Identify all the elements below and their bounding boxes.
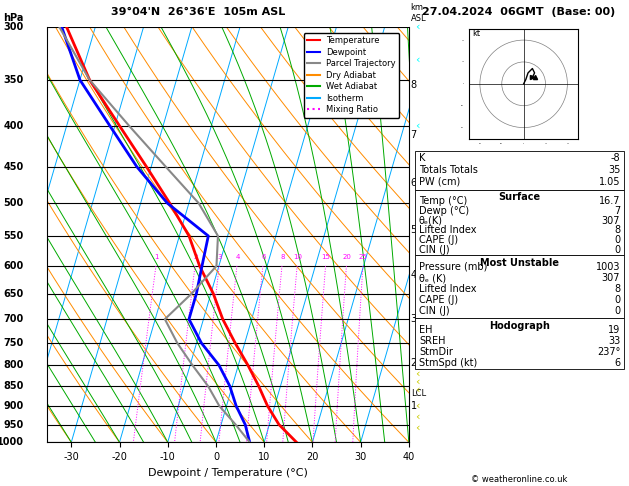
Text: 900: 900: [3, 401, 24, 411]
Text: ‹: ‹: [415, 385, 420, 395]
Text: 6: 6: [411, 178, 417, 188]
Text: SREH: SREH: [419, 336, 445, 346]
Text: ‹: ‹: [415, 377, 420, 387]
X-axis label: Dewpoint / Temperature (°C): Dewpoint / Temperature (°C): [148, 468, 308, 478]
Text: 400: 400: [3, 121, 24, 131]
Text: ‹: ‹: [415, 412, 420, 422]
Text: 750: 750: [3, 338, 24, 348]
Text: ‹: ‹: [415, 314, 420, 324]
Text: 0: 0: [614, 244, 620, 255]
Text: 20: 20: [342, 254, 351, 260]
Text: 39°04'N  26°36'E  105m ASL: 39°04'N 26°36'E 105m ASL: [111, 7, 286, 17]
Text: 25: 25: [359, 254, 368, 260]
Text: 1: 1: [155, 254, 159, 260]
Text: 3: 3: [411, 314, 417, 324]
Text: 550: 550: [3, 231, 24, 241]
Text: Lifted Index: Lifted Index: [419, 284, 476, 294]
Text: Dewp (°C): Dewp (°C): [419, 206, 469, 216]
Text: 8: 8: [411, 80, 417, 90]
Text: ‹: ‹: [415, 211, 420, 222]
Legend: Temperature, Dewpoint, Parcel Trajectory, Dry Adiabat, Wet Adiabat, Isotherm, Mi: Temperature, Dewpoint, Parcel Trajectory…: [304, 33, 399, 118]
Text: 1000: 1000: [0, 437, 24, 447]
Text: LCL: LCL: [411, 389, 426, 398]
Text: -8: -8: [611, 153, 620, 163]
Text: 16.7: 16.7: [599, 196, 620, 207]
Text: 19: 19: [608, 325, 620, 335]
Text: 350: 350: [3, 75, 24, 85]
Text: PW (cm): PW (cm): [419, 177, 460, 187]
Text: CIN (J): CIN (J): [419, 306, 450, 316]
Text: 6: 6: [261, 254, 265, 260]
Text: 8: 8: [281, 254, 285, 260]
Text: 8: 8: [614, 226, 620, 235]
Text: Totals Totals: Totals Totals: [419, 165, 478, 175]
Text: ‹: ‹: [415, 401, 420, 411]
Text: 0: 0: [614, 295, 620, 305]
Text: 15: 15: [321, 254, 330, 260]
Text: 237°: 237°: [597, 347, 620, 357]
Text: 35: 35: [608, 165, 620, 175]
Text: StmDir: StmDir: [419, 347, 453, 357]
Text: 7: 7: [411, 130, 417, 139]
Text: 7: 7: [614, 206, 620, 216]
Text: 33: 33: [608, 336, 620, 346]
Text: ‹: ‹: [415, 360, 420, 370]
Text: Surface: Surface: [499, 192, 540, 203]
Text: CIN (J): CIN (J): [419, 244, 450, 255]
Text: ‹: ‹: [415, 237, 420, 247]
Text: 850: 850: [3, 381, 24, 391]
Text: 0: 0: [614, 306, 620, 316]
Text: 4: 4: [411, 270, 417, 280]
Text: 1: 1: [411, 400, 417, 411]
Text: θₑ (K): θₑ (K): [419, 273, 446, 283]
Text: ‹: ‹: [415, 121, 420, 131]
Text: K: K: [419, 153, 425, 163]
Text: 307: 307: [602, 273, 620, 283]
Text: Temp (°C): Temp (°C): [419, 196, 467, 207]
Text: 3: 3: [218, 254, 222, 260]
Text: ‹: ‹: [415, 22, 420, 32]
Text: ‹: ‹: [415, 54, 420, 65]
Text: EH: EH: [419, 325, 432, 335]
Text: 700: 700: [3, 314, 24, 324]
Text: ‹: ‹: [415, 198, 420, 208]
Text: 300: 300: [3, 22, 24, 32]
Text: Mixing Ratio (g/kg): Mixing Ratio (g/kg): [443, 209, 454, 301]
Text: 2: 2: [411, 358, 417, 368]
Text: 6: 6: [614, 358, 620, 367]
Text: ‹: ‹: [415, 423, 420, 433]
Text: 450: 450: [3, 162, 24, 172]
Text: Pressure (mb): Pressure (mb): [419, 262, 487, 272]
Text: CAPE (J): CAPE (J): [419, 295, 458, 305]
Text: 1.05: 1.05: [599, 177, 620, 187]
Text: 27.04.2024  06GMT  (Base: 00): 27.04.2024 06GMT (Base: 00): [422, 7, 616, 17]
Text: © weatheronline.co.uk: © weatheronline.co.uk: [470, 474, 567, 484]
Text: 1003: 1003: [596, 262, 620, 272]
Text: 600: 600: [3, 261, 24, 271]
Text: 5: 5: [411, 225, 417, 235]
Text: ‹: ‹: [415, 324, 420, 334]
Text: ‹: ‹: [415, 369, 420, 379]
Text: 10: 10: [293, 254, 302, 260]
Text: km
ASL: km ASL: [411, 3, 426, 22]
Text: CAPE (J): CAPE (J): [419, 235, 458, 245]
Text: hPa: hPa: [3, 13, 24, 22]
Text: 4: 4: [235, 254, 240, 260]
Text: 307: 307: [602, 216, 620, 226]
Text: 500: 500: [3, 198, 24, 208]
Text: Lifted Index: Lifted Index: [419, 226, 476, 235]
Text: Most Unstable: Most Unstable: [480, 258, 559, 268]
Text: 950: 950: [3, 419, 24, 430]
Text: Hodograph: Hodograph: [489, 321, 550, 331]
Text: StmSpd (kt): StmSpd (kt): [419, 358, 477, 367]
Text: kt: kt: [472, 29, 481, 38]
Text: 800: 800: [3, 360, 24, 370]
Text: θₑ(K): θₑ(K): [419, 216, 443, 226]
Text: 8: 8: [614, 284, 620, 294]
Text: 0: 0: [614, 235, 620, 245]
Text: 2: 2: [194, 254, 198, 260]
Text: 650: 650: [3, 289, 24, 298]
